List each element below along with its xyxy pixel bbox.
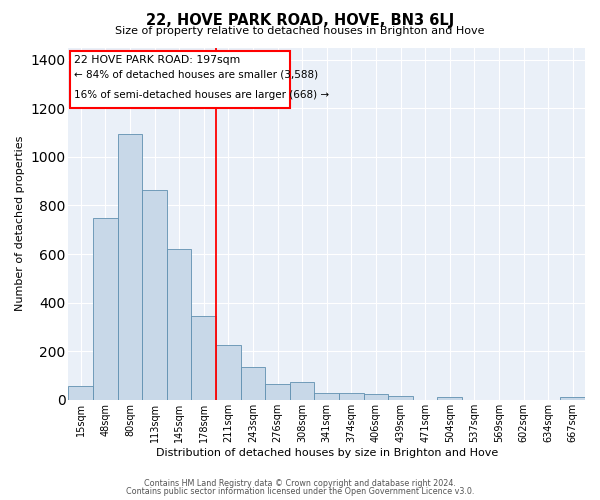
Bar xyxy=(118,134,142,400)
X-axis label: Distribution of detached houses by size in Brighton and Hove: Distribution of detached houses by size … xyxy=(155,448,498,458)
Text: 22 HOVE PARK ROAD: 197sqm: 22 HOVE PARK ROAD: 197sqm xyxy=(74,54,241,64)
Bar xyxy=(560,397,585,400)
Bar xyxy=(93,218,118,400)
Text: 22, HOVE PARK ROAD, HOVE, BN3 6LJ: 22, HOVE PARK ROAD, HOVE, BN3 6LJ xyxy=(146,12,454,28)
Bar xyxy=(142,190,167,400)
Bar xyxy=(191,316,216,400)
Y-axis label: Number of detached properties: Number of detached properties xyxy=(15,136,25,312)
Bar xyxy=(290,382,314,400)
Text: Contains public sector information licensed under the Open Government Licence v3: Contains public sector information licen… xyxy=(126,487,474,496)
Bar xyxy=(437,397,462,400)
FancyBboxPatch shape xyxy=(70,51,290,108)
Bar xyxy=(314,392,339,400)
Bar xyxy=(241,368,265,400)
Bar xyxy=(364,394,388,400)
Bar xyxy=(216,345,241,400)
Bar xyxy=(388,396,413,400)
Bar xyxy=(265,384,290,400)
Text: Size of property relative to detached houses in Brighton and Hove: Size of property relative to detached ho… xyxy=(115,26,485,36)
Bar xyxy=(167,249,191,400)
Text: Contains HM Land Registry data © Crown copyright and database right 2024.: Contains HM Land Registry data © Crown c… xyxy=(144,478,456,488)
Bar xyxy=(339,392,364,400)
Text: ← 84% of detached houses are smaller (3,588): ← 84% of detached houses are smaller (3,… xyxy=(74,69,318,79)
Bar xyxy=(68,386,93,400)
Text: 16% of semi-detached houses are larger (668) →: 16% of semi-detached houses are larger (… xyxy=(74,90,329,100)
